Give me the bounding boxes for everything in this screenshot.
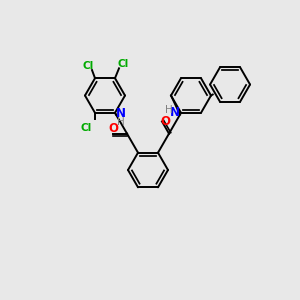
Text: H: H	[165, 105, 173, 115]
Text: H: H	[117, 117, 125, 127]
Text: Cl: Cl	[80, 123, 92, 134]
Text: O: O	[108, 122, 118, 135]
Text: N: N	[116, 107, 126, 120]
Text: Cl: Cl	[117, 59, 129, 69]
Text: O: O	[160, 115, 170, 128]
Text: Cl: Cl	[82, 61, 94, 71]
Text: N: N	[170, 106, 180, 119]
